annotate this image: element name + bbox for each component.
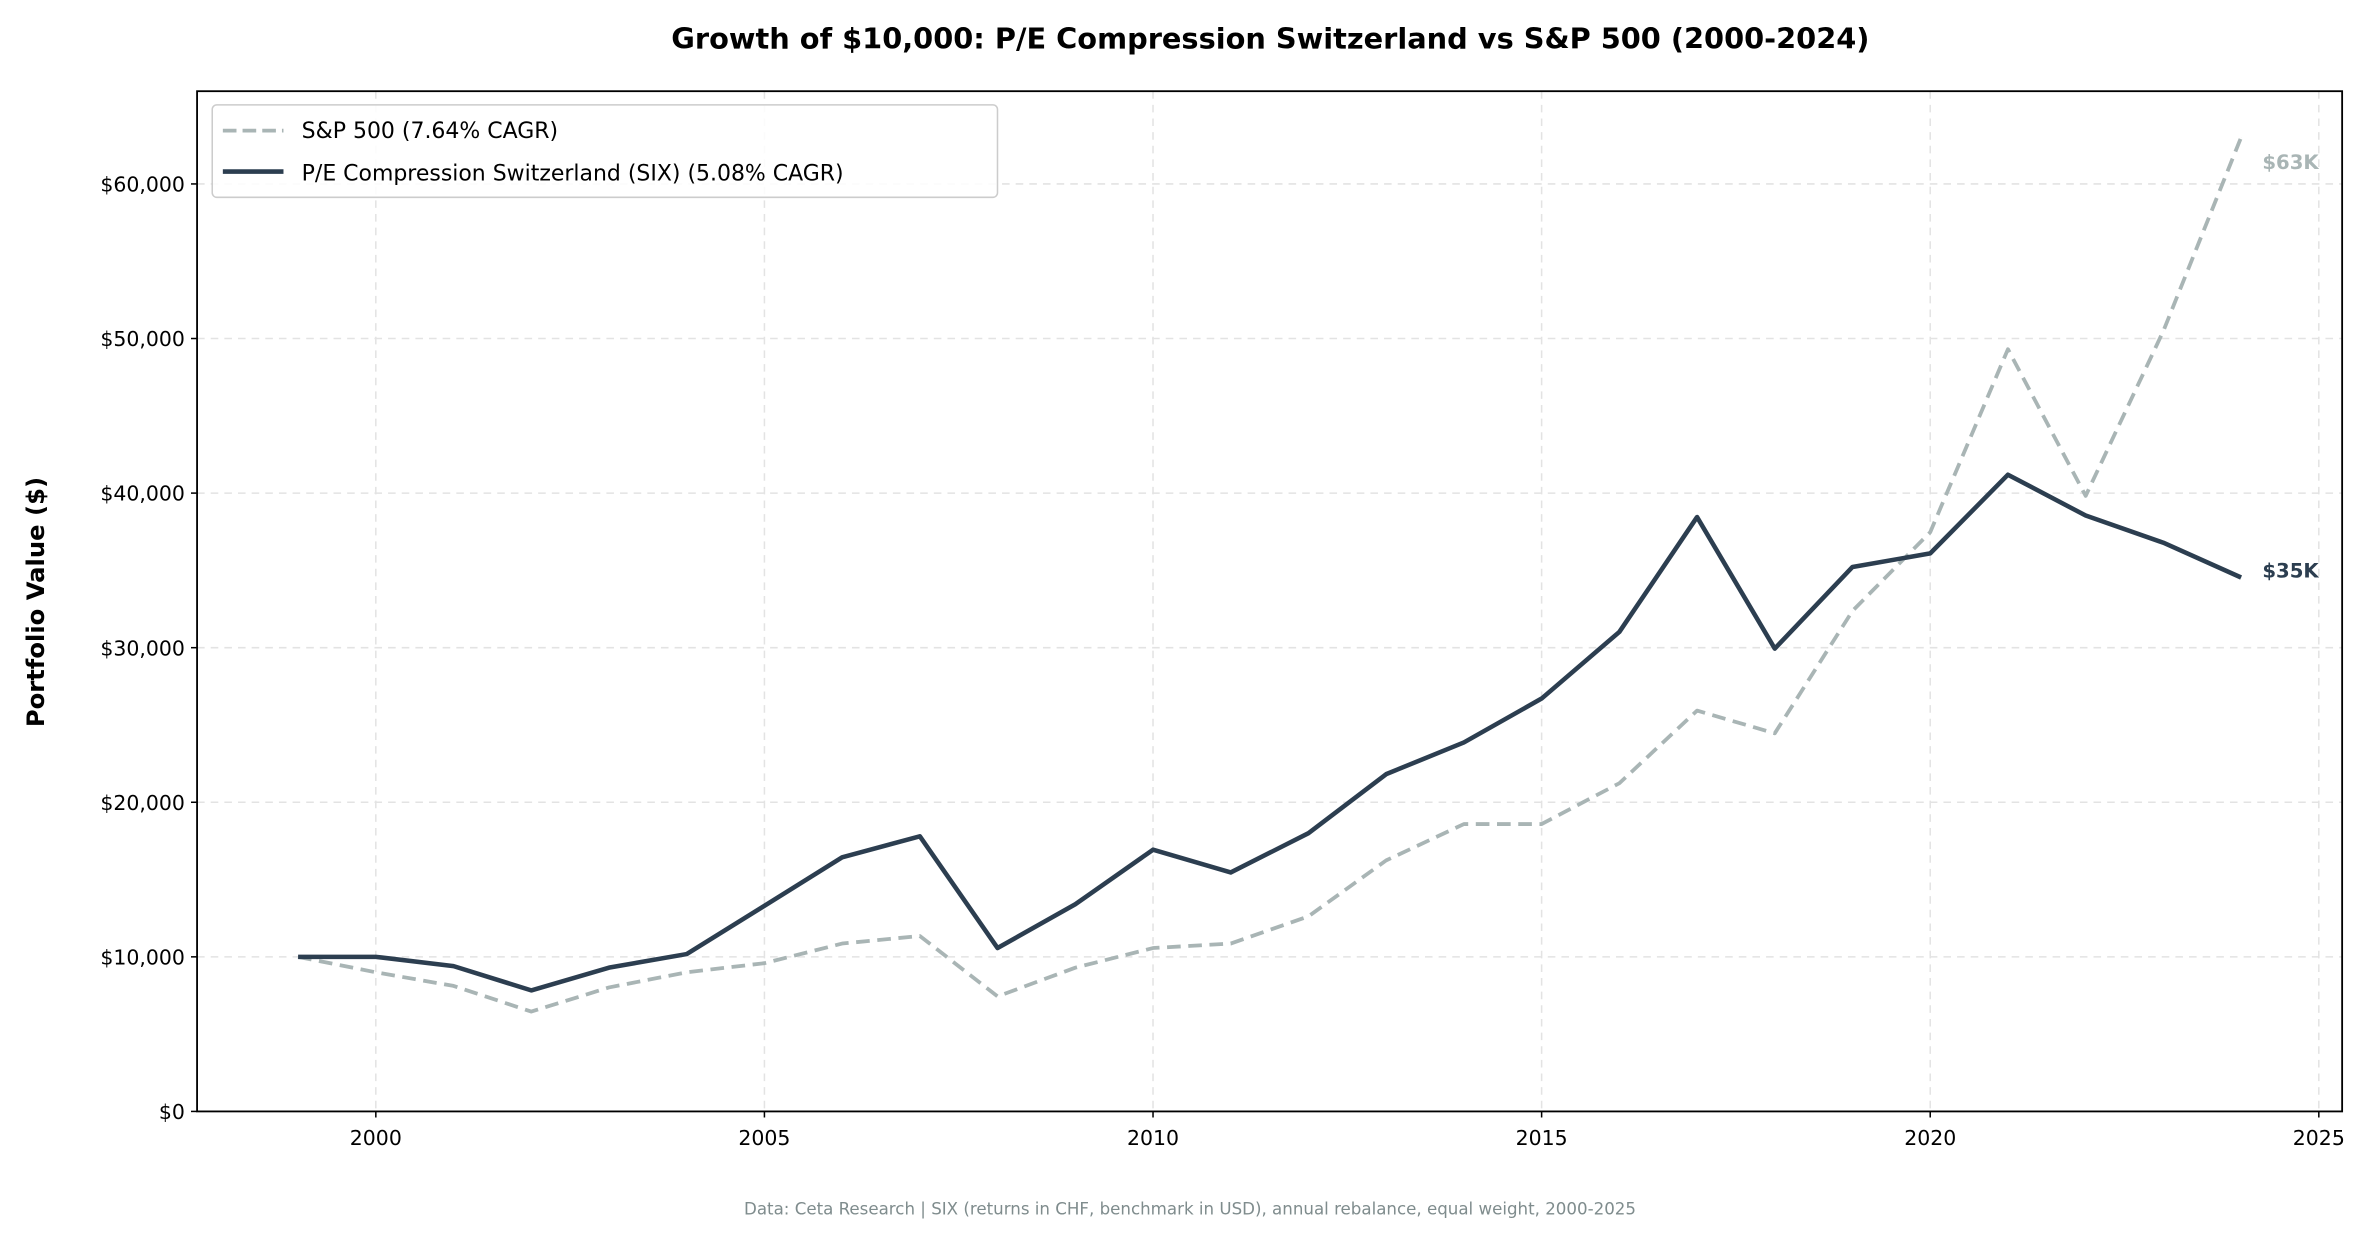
x-tick-label: 2010 [1127,1126,1179,1150]
y-tick-label: $10,000 [100,945,185,969]
legend-label-sp500: S&P 500 (7.64% CAGR) [302,119,558,144]
x-tick-label: 2025 [2293,1126,2345,1150]
x-tick-label: 2015 [1516,1126,1568,1150]
legend-label-six: P/E Compression Switzerland (SIX) (5.08%… [302,162,844,187]
grid [197,91,2343,1113]
legend-box [211,104,999,199]
legend: S&P 500 (7.64% CAGR) P/E Compression Swi… [211,104,999,199]
y-tick-label: $50,000 [100,327,185,351]
y-tick-label: $20,000 [100,791,185,815]
series-lines: $63K $35K [297,136,2319,1014]
y-tick-label: $0 [159,1100,185,1124]
sp500-line [297,136,2243,1014]
sp500-end-label: $63K [2262,151,2319,174]
x-tick-label: 2020 [1904,1126,1956,1150]
x-tick-label: 2000 [350,1126,402,1150]
six-line [298,472,2243,993]
footnote: Data: Ceta Research | SIX (returns in CH… [744,1200,1636,1219]
chart-title: Growth of $10,000: P/E Compression Switz… [671,22,1869,56]
y-tick-label: $40,000 [100,482,185,506]
axis-ticks: 2000 2005 2010 2015 2020 2025 $0 $10,000 $20,000… [100,173,2344,1150]
x-tick-label: 2005 [738,1126,790,1150]
y-tick-label: $30,000 [100,636,185,660]
y-axis-label: Portfolio Value ($) [21,477,50,727]
plot-frame [196,90,2344,1113]
six-end-label: $35K [2262,560,2319,583]
y-tick-label: $60,000 [100,173,185,197]
